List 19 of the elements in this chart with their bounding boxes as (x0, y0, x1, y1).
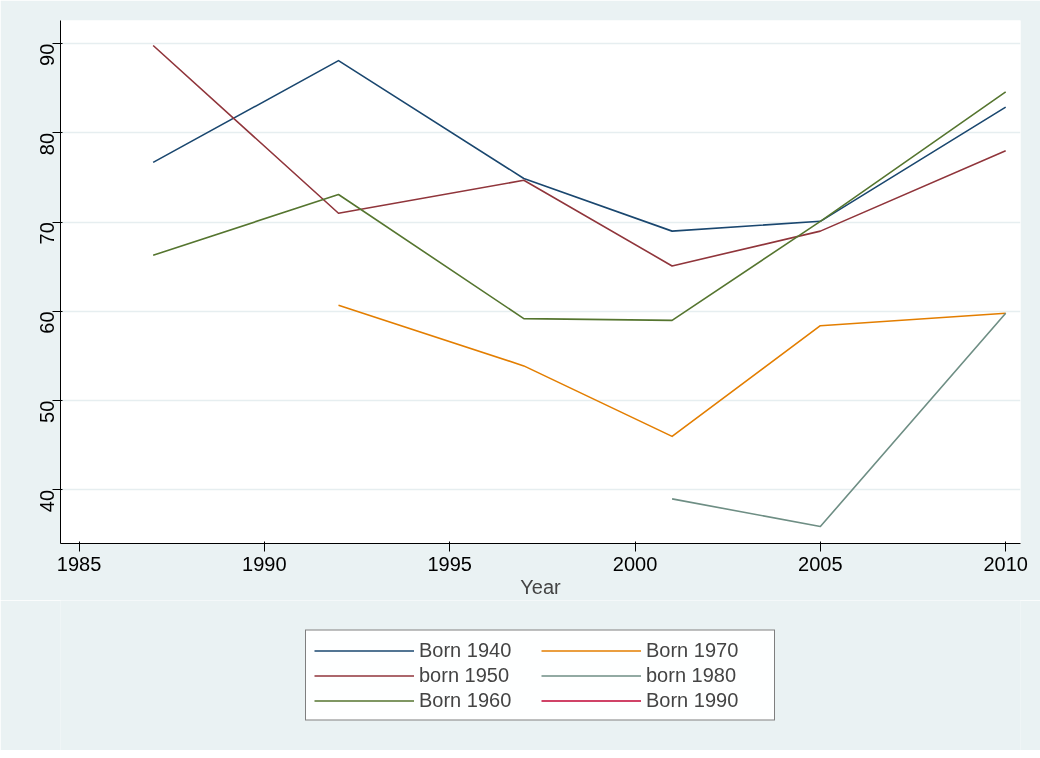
x-tick-label: 2005 (798, 552, 843, 575)
legend-label: Born 1960 (419, 688, 513, 712)
x-axis-title: Year (520, 575, 562, 598)
y-tick-label: 60 (36, 311, 59, 334)
x-tick-label: 1985 (56, 552, 102, 575)
legend-label: born 1980 (646, 663, 738, 687)
legend-label: Born 1940 (419, 638, 513, 662)
y-tick-label: 70 (36, 222, 59, 245)
y-tick-label: 50 (36, 400, 59, 423)
x-tick-label: 1995 (427, 552, 472, 575)
x-tick-label: 2010 (983, 552, 1028, 575)
y-tick-label: 90 (36, 43, 59, 66)
legend-label: Born 1970 (646, 638, 740, 662)
x-tick-label: 1990 (242, 552, 287, 575)
legend-label: Born 1990 (646, 688, 740, 712)
x-tick-label: 2000 (612, 552, 658, 575)
y-tick-label: 40 (36, 489, 59, 513)
y-tick-label: 80 (36, 132, 59, 156)
legend-label: born 1950 (419, 663, 511, 687)
